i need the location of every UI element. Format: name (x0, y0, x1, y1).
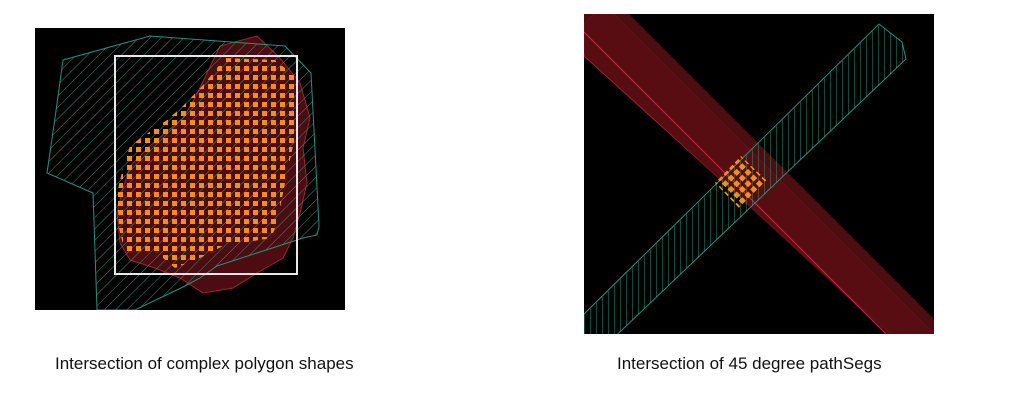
pathseg-intersection-region (715, 156, 768, 210)
pathseg-intersection-canvas (584, 14, 934, 334)
caption-pathseg-intersection: Intersection of 45 degree pathSegs (617, 354, 882, 373)
intersection-region (117, 58, 297, 268)
polygon-intersection-canvas (35, 28, 345, 310)
pathseg-intersection-svg (584, 14, 934, 334)
polygon-intersection-svg (46, 35, 320, 310)
bounding-box (114, 55, 298, 275)
caption-polygon-intersection: Intersection of complex polygon shapes (55, 354, 354, 373)
